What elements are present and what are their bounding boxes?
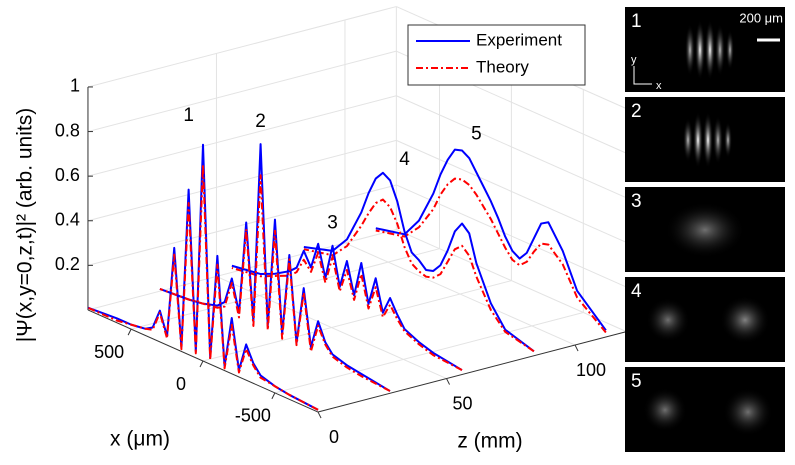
experiment-curve — [159, 143, 391, 392]
x-tick-label: -500 — [235, 406, 271, 426]
legend: Experiment Theory — [407, 24, 586, 86]
legend-label: Experiment — [476, 30, 562, 49]
profile-label: 4 — [399, 149, 410, 170]
x-axis — [87, 309, 319, 413]
grid-line — [344, 242, 576, 346]
theory-curve — [159, 174, 391, 392]
profile-label: 3 — [327, 212, 338, 233]
experiment-curve — [375, 148, 607, 331]
z-tick-label: 100 — [576, 360, 606, 380]
z-tick-label: 50 — [453, 393, 473, 413]
fringes — [643, 20, 773, 436]
y-tick-label: 0.6 — [55, 165, 80, 185]
panel-label: 1 — [631, 11, 642, 32]
theory-curve — [375, 177, 607, 334]
profile-label: 5 — [471, 124, 482, 145]
z-tick — [446, 378, 450, 385]
grid-line — [87, 50, 397, 133]
image-panels: 1 2 3 4 5 200 μm y x — [625, 7, 785, 452]
theory-curve — [87, 163, 319, 411]
image-panel — [625, 7, 785, 92]
experiment-curve — [231, 242, 463, 371]
x-tick-label: 0 — [176, 374, 186, 394]
y-tick-label: 0.2 — [55, 254, 80, 274]
legend-box — [407, 24, 586, 86]
panel-label: 2 — [631, 101, 642, 122]
panel-label: 3 — [631, 191, 642, 212]
x-tick — [271, 392, 276, 400]
y-tick-label: 0.8 — [55, 120, 80, 140]
y-axis-label: |Ψ(x,y=0,z,t)|² (arb. units) — [14, 108, 37, 342]
legend-label: Theory — [476, 57, 529, 76]
z-tick-label: 0 — [329, 427, 339, 447]
theory-curve — [231, 251, 463, 371]
grid-line — [87, 184, 397, 266]
y-tick-label: 1 — [70, 76, 80, 96]
z-axis-label: z (mm) — [457, 430, 522, 453]
grid-line — [202, 280, 512, 362]
x-tick-label: 500 — [94, 342, 124, 362]
grid-line — [274, 312, 584, 394]
profile-label: 1 — [183, 105, 194, 126]
grid-line — [87, 95, 397, 177]
axis-label: x — [656, 80, 662, 92]
panel-label: 5 — [631, 371, 642, 392]
grid-line — [87, 6, 397, 88]
x-tick — [127, 328, 132, 336]
panel-label: 4 — [631, 281, 642, 302]
scale-bar-label: 200 μm — [739, 10, 783, 25]
grid-line — [87, 139, 397, 222]
profile-label: 2 — [255, 111, 266, 132]
experiment-curve — [303, 171, 535, 353]
z-axis — [317, 331, 627, 413]
theory-curve — [303, 198, 535, 353]
axis-arrows — [633, 66, 652, 85]
axis-label: y — [631, 54, 637, 66]
curves: 5 4 3 2 1 — [87, 105, 607, 411]
experiment-curve — [87, 143, 319, 411]
z-tick — [574, 344, 579, 352]
y-tick-label: 0.4 — [55, 210, 80, 230]
x-tick — [199, 360, 204, 368]
x-axis-label: x (μm) — [110, 428, 170, 451]
z-tick — [317, 411, 322, 419]
axes: 0.2 0.4 0.6 0.8 1 -500 0 500 0 50 100 — [55, 76, 627, 447]
